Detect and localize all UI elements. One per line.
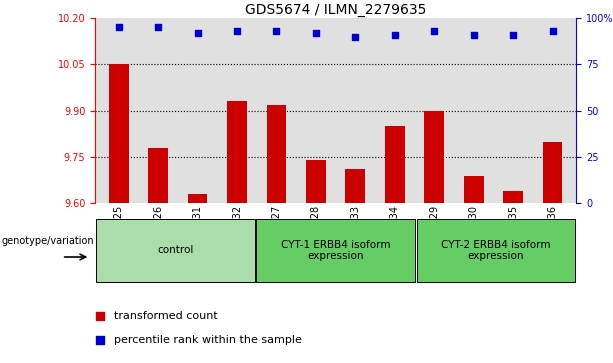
Bar: [256, 219, 415, 282]
Bar: [417, 219, 576, 282]
Point: [469, 32, 479, 38]
Point: [351, 34, 360, 40]
Text: transformed count: transformed count: [114, 311, 218, 321]
Text: control: control: [157, 245, 194, 256]
Text: CYT-2 ERBB4 isoform
expression: CYT-2 ERBB4 isoform expression: [441, 240, 550, 261]
Bar: [385, 126, 405, 203]
Bar: [424, 111, 444, 203]
Point: [390, 32, 400, 38]
Point: [429, 28, 439, 34]
Bar: [188, 194, 207, 203]
Bar: [346, 169, 365, 203]
Point: [114, 25, 124, 30]
Text: percentile rank within the sample: percentile rank within the sample: [114, 335, 302, 345]
Bar: [109, 64, 129, 203]
Text: genotype/variation: genotype/variation: [2, 236, 94, 246]
Bar: [543, 142, 562, 203]
Bar: [464, 175, 484, 203]
Point: [153, 25, 163, 30]
Point: [272, 28, 281, 34]
Bar: [227, 101, 247, 203]
Title: GDS5674 / ILMN_2279635: GDS5674 / ILMN_2279635: [245, 3, 426, 17]
Bar: [306, 160, 326, 203]
Point: [232, 28, 242, 34]
Bar: [96, 219, 254, 282]
Bar: [148, 148, 168, 203]
Point: [547, 28, 557, 34]
Bar: [267, 105, 286, 203]
Point: [311, 30, 321, 36]
Text: CYT-1 ERBB4 isoform
expression: CYT-1 ERBB4 isoform expression: [281, 240, 390, 261]
Point: [375, 182, 384, 188]
Point: [192, 30, 202, 36]
Point: [508, 32, 518, 38]
Bar: [503, 191, 523, 203]
